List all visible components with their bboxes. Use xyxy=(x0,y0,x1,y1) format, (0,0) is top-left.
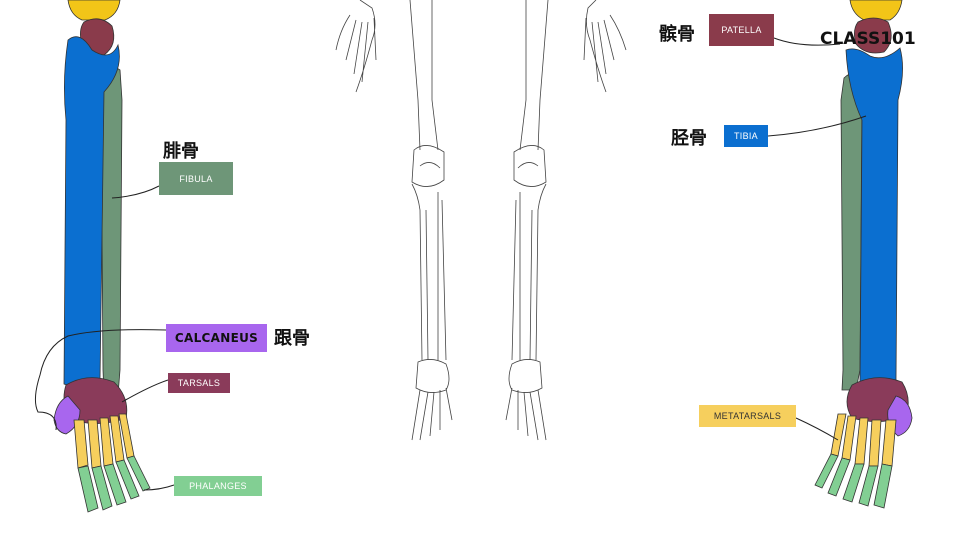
fibula-chinese-label: 腓骨 xyxy=(163,141,199,162)
brand-logo-text: CLASS101 xyxy=(820,29,916,49)
patella-label: PATELLA xyxy=(709,14,774,46)
sketch-left-shin xyxy=(411,183,447,361)
metatarsals-label: METATARSALS xyxy=(699,405,796,427)
patella-chinese-label: 髌骨 xyxy=(659,24,695,45)
phalanges-label: PHALANGES xyxy=(174,476,262,496)
right-phalanges xyxy=(814,453,893,509)
sketch-left-hand xyxy=(335,0,377,93)
fibula-label: FIBULA xyxy=(159,162,233,195)
left-phalanges xyxy=(77,455,151,513)
center-skeleton-sketch xyxy=(335,0,627,441)
left-femur-end xyxy=(67,0,121,21)
right-tibia xyxy=(845,47,903,389)
right-patella xyxy=(854,17,892,54)
metatarsals-leader xyxy=(795,417,839,441)
right-femur-end xyxy=(849,0,903,21)
sketch-right-femur xyxy=(519,0,549,151)
sketch-right-shin xyxy=(511,183,547,361)
fibula-leader xyxy=(111,185,160,199)
tibia-label: TIBIA xyxy=(724,125,768,147)
sketch-left-knee xyxy=(411,145,445,187)
sketch-left-femur xyxy=(409,0,439,151)
sketch-right-hand xyxy=(583,0,627,93)
phalanges-leader xyxy=(143,484,175,491)
sketch-right-foot xyxy=(505,359,547,441)
calcaneus-chinese-label: 跟骨 xyxy=(274,328,310,349)
calcaneus-label: CALCANEUS xyxy=(166,324,267,352)
right-metatarsals xyxy=(830,413,897,467)
tarsals-leader xyxy=(121,379,169,403)
patella-leader xyxy=(773,37,841,46)
right-leg xyxy=(814,0,913,509)
leader-lines xyxy=(34,37,867,491)
sketch-right-knee xyxy=(513,145,547,187)
tibia-leader xyxy=(767,115,867,137)
left-tibia xyxy=(63,36,120,388)
tibia-chinese-label: 胫骨 xyxy=(671,128,707,149)
calcaneus-leader xyxy=(34,329,167,431)
left-metatarsals xyxy=(73,413,135,469)
tarsals-label: TARSALS xyxy=(168,373,230,393)
left-fibula xyxy=(100,66,123,396)
sketch-left-foot xyxy=(411,359,453,441)
left-leg xyxy=(53,0,151,513)
